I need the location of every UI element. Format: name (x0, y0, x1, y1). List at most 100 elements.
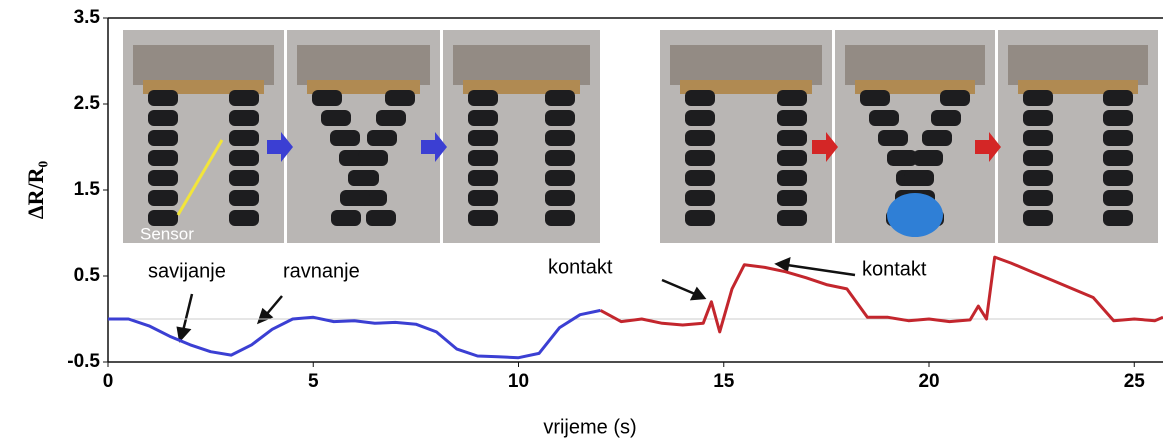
photo-finger (545, 210, 575, 226)
y-tick-label: 1.5 (74, 179, 101, 200)
photo-finger (545, 150, 575, 166)
photo-finger (904, 170, 934, 186)
x-tick-label: 10 (508, 371, 529, 392)
photo-finger (878, 130, 908, 146)
x-tick-label: 25 (1124, 371, 1146, 392)
photo-finger (229, 90, 259, 106)
photo-object (887, 193, 943, 237)
x-tick-label: 15 (713, 371, 735, 392)
y-tick-label: 2.5 (74, 93, 101, 114)
photo-mount (453, 45, 590, 85)
photo-finger (777, 190, 807, 206)
photo-finger (869, 110, 899, 126)
photo-finger (1023, 130, 1053, 146)
y-tick-label: 3.5 (74, 7, 101, 28)
photo-finger (385, 90, 415, 106)
photo-finger (229, 130, 259, 146)
photo-finger (312, 90, 342, 106)
annotation: kontakt (548, 256, 613, 278)
photo-finger (1023, 90, 1053, 106)
photo-finger (1103, 190, 1133, 206)
photo-finger (148, 110, 178, 126)
photo-finger (1023, 110, 1053, 126)
y-tick-label: 0.5 (74, 265, 101, 286)
photo-finger (358, 150, 388, 166)
photo-finger (685, 110, 715, 126)
photo-finger (148, 170, 178, 186)
photo-finger (468, 190, 498, 206)
photo-finger (777, 130, 807, 146)
photo-finger (148, 130, 178, 146)
photo-finger (685, 130, 715, 146)
photo-finger (330, 130, 360, 146)
photo-finger (777, 210, 807, 226)
annotation: ravnanje (283, 260, 360, 282)
photo-finger (331, 210, 361, 226)
photo-finger (777, 170, 807, 186)
photo-finger (931, 110, 961, 126)
photo-finger (860, 90, 890, 106)
y-axis-label: ΔR/R₀ (23, 160, 48, 219)
photo-finger (545, 90, 575, 106)
photo-finger (940, 90, 970, 106)
photo-mount (1008, 45, 1148, 85)
photo-finger (349, 170, 379, 186)
photo-mount (133, 45, 274, 85)
x-tick-label: 5 (308, 371, 319, 392)
photo-finger (367, 130, 397, 146)
photo-finger (1103, 150, 1133, 166)
photo-finger (1023, 190, 1053, 206)
photo-finger (376, 110, 406, 126)
photo-finger (1023, 210, 1053, 226)
photo-finger (1103, 130, 1133, 146)
annotation-arrows (178, 259, 855, 340)
photo-finger (148, 90, 178, 106)
photo-finger (1023, 150, 1053, 166)
photo-finger (545, 190, 575, 206)
photo-finger (468, 170, 498, 186)
photo-finger (468, 130, 498, 146)
photo-finger (340, 190, 370, 206)
photo-finger (1103, 90, 1133, 106)
photo-finger (887, 150, 917, 166)
photo-finger (777, 150, 807, 166)
photo-finger (685, 210, 715, 226)
photo-mount (670, 45, 822, 85)
photo-mount (297, 45, 430, 85)
photo-finger (545, 130, 575, 146)
photo-finger (468, 210, 498, 226)
photo-finger (685, 90, 715, 106)
photo-finger (777, 110, 807, 126)
photo-finger (148, 150, 178, 166)
photo-label: Sensor (140, 224, 194, 243)
photo-finger (229, 210, 259, 226)
y-tick-label: -0.5 (67, 351, 100, 372)
chart: Sensor ΔR/R₀ vrijeme (s) savijanje ravna… (0, 0, 1163, 442)
photo-strip: Sensor (123, 30, 1158, 243)
annotation: savijanje (148, 260, 226, 282)
photo-finger (1023, 170, 1053, 186)
photo-finger (545, 110, 575, 126)
photo-finger (777, 90, 807, 106)
photo-finger (922, 130, 952, 146)
photo-finger (321, 110, 351, 126)
annotation: kontakt (862, 258, 927, 280)
x-tick-label: 20 (918, 371, 939, 392)
photo-finger (229, 190, 259, 206)
photo-finger (468, 150, 498, 166)
photo-mount (845, 45, 985, 85)
photo-finger (1103, 110, 1133, 126)
photo-finger (468, 90, 498, 106)
photo-finger (229, 170, 259, 186)
photo-finger (913, 150, 943, 166)
photo-finger (685, 170, 715, 186)
photo-finger (229, 110, 259, 126)
photo-finger (1103, 170, 1133, 186)
photo-finger (685, 190, 715, 206)
photo-finger (366, 210, 396, 226)
photo-finger (148, 190, 178, 206)
photo-finger (685, 150, 715, 166)
photo-finger (545, 170, 575, 186)
x-axis-label: vrijeme (s) (543, 416, 636, 438)
photo-finger (229, 150, 259, 166)
